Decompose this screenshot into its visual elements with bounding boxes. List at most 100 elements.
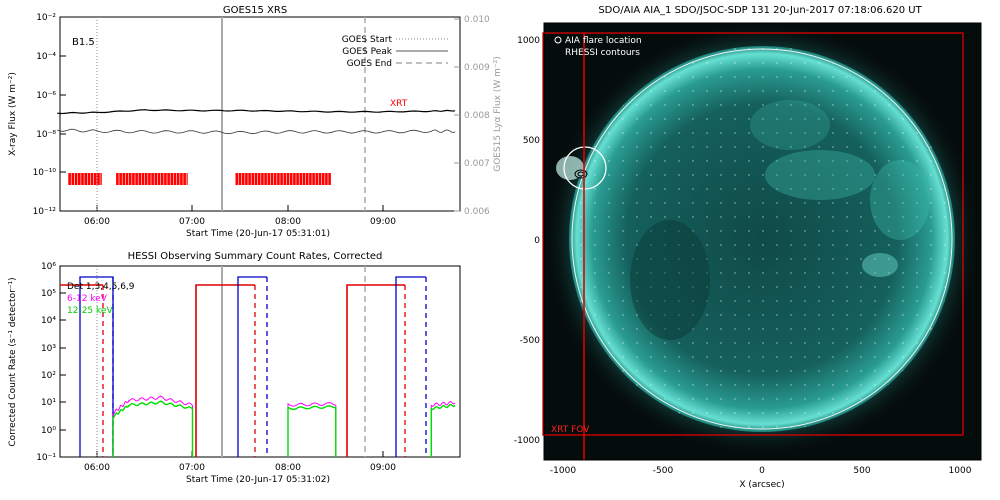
aia-y-axis: 1000 500 0 -500 -1000 — [514, 36, 540, 446]
goes-x-axis: 06:00 07:00 08:00 09:00 Start Time (20-J… — [84, 205, 396, 239]
hessi-ytick: 10⁵ — [41, 289, 56, 299]
xrt-coverage-bar — [315, 173, 319, 185]
goes-right-axis: 0.010 0.009 0.008 0.007 0.006 GOES15 Lyα… — [454, 15, 503, 217]
xrt-coverage-bar — [100, 173, 102, 185]
xrt-coverage-bar — [84, 173, 87, 185]
goes-xtick: 09:00 — [370, 217, 396, 227]
xrt-coverage-bar — [328, 173, 331, 185]
hessi-panel: HESSI Observing Summary Count Rates, Cor… — [8, 251, 461, 485]
hessi-ytick: 10¹ — [41, 398, 56, 408]
hessi-xtick: 06:00 — [84, 463, 110, 473]
xrt-coverage-bar — [261, 173, 264, 185]
xrt-coverage-bar — [280, 173, 283, 185]
hessi-xtick: 09:00 — [370, 463, 396, 473]
aia-flare-location-circle — [563, 146, 607, 190]
xrt-coverage-bar — [176, 173, 180, 185]
xrt-coverage-bar — [119, 173, 122, 185]
aia-disk-details — [569, 46, 955, 432]
aia-frame — [543, 22, 982, 461]
hessi-title: HESSI Observing Summary Count Rates, Cor… — [128, 251, 383, 262]
goes-left-axis: 10⁻² 10⁻⁴ 10⁻⁶ 10⁻⁸ 10⁻¹⁰ 10⁻¹² X-ray Fl… — [8, 13, 66, 217]
goes-legend-end: GOES End — [347, 59, 392, 69]
hessi-xtick: 07:00 — [179, 463, 205, 473]
hessi-legend-6-12: 6-12 keV — [67, 294, 108, 304]
xrt-coverage-bar — [325, 173, 328, 185]
goes-legend-start: GOES Start — [342, 35, 393, 45]
xrt-coverage-bar — [157, 173, 161, 185]
xrt-coverage-bar — [154, 173, 158, 185]
goes-class-label: B1.5 — [72, 37, 95, 48]
goes-xtick: 06:00 — [84, 217, 110, 227]
goes-title: GOES15 XRS — [223, 5, 287, 16]
goes-xtick: 08:00 — [275, 217, 301, 227]
goes-xrt-coverage — [68, 173, 331, 185]
hessi-window-blue — [395, 276, 426, 457]
hessi-legend-12-25: 12-25 keV — [67, 306, 113, 316]
xrt-coverage-bar — [125, 173, 129, 185]
xrt-fov-label: XRT FOV — [551, 425, 590, 435]
hessi-orbit-windows — [60, 276, 427, 457]
aia-xtick: 500 — [853, 466, 870, 476]
hessi-xlabel: Start Time (20-Jun-17 05:31:02) — [186, 475, 330, 485]
xrt-coverage-bar — [135, 173, 138, 185]
hessi-ytick: 10⁻¹ — [36, 453, 56, 463]
xrt-coverage-bar — [270, 173, 274, 185]
xrt-coverage-bar — [257, 173, 261, 185]
hessi-ylabel: Corrected Count Rate (s⁻¹ detector⁻¹) — [8, 277, 18, 446]
xrt-coverage-bar — [128, 173, 132, 185]
aia-title: SDO/AIA AIA_1 SDO/JSOC-SDP 131 20-Jun-20… — [598, 5, 922, 16]
hessi-x-axis: 06:00 07:00 08:00 09:00 Start Time (20-J… — [84, 451, 396, 485]
xrt-coverage-bar — [122, 173, 126, 185]
xrt-coverage-bar — [273, 173, 277, 185]
xrt-coverage-bar — [132, 173, 135, 185]
xrt-coverage-bar — [254, 173, 258, 185]
hessi-ytick: 10⁴ — [41, 316, 56, 326]
hessi-ytick: 10³ — [41, 344, 56, 354]
goes-ytick: 10⁻¹⁰ — [33, 168, 57, 178]
goes-ylabel-right: GOES15 Lyα Flux (W m⁻²) — [493, 56, 503, 172]
hessi-ytick: 10² — [41, 371, 56, 381]
xrt-coverage-bar — [286, 173, 290, 185]
goes-legend-peak: GOES Peak — [342, 47, 392, 57]
goes-ytick: 10⁻⁸ — [36, 130, 56, 140]
goes-panel: GOES15 XRS B1.5 10⁻² 10⁻⁴ 10⁻⁶ 10⁻⁸ 10⁻¹… — [8, 5, 503, 239]
xrt-coverage-bar — [245, 173, 248, 185]
aia-xtick: -1000 — [550, 466, 576, 476]
hessi-frame — [59, 265, 461, 458]
aia-ytick: -500 — [520, 336, 541, 346]
aia-ytick: -1000 — [514, 436, 540, 446]
xrt-coverage-bar — [305, 173, 309, 185]
goes-ytick-right: 0.007 — [464, 159, 490, 169]
xrt-coverage-bar — [90, 173, 94, 185]
xrt-fov-box — [542, 32, 964, 436]
xrt-coverage-bar — [170, 173, 174, 185]
xrt-coverage-bar — [277, 173, 280, 185]
xrt-coverage-bar — [173, 173, 177, 185]
xrt-coverage-bar — [180, 173, 183, 185]
goes-ytick-right: 0.009 — [464, 63, 490, 73]
xrt-coverage-bar — [74, 173, 78, 185]
goes-ytick: 10⁻⁴ — [36, 52, 56, 62]
xrt-coverage-bar — [186, 173, 188, 185]
goes-legend: GOES Start GOES Peak GOES End — [342, 35, 448, 69]
aia-legend-rhessi: RHESSI contours — [565, 48, 640, 58]
hessi-legend-det: Det 1,3,4,5,6,9 — [67, 282, 135, 292]
xrt-coverage-bar — [167, 173, 170, 185]
xrt-coverage-bar — [68, 173, 71, 185]
xrt-coverage-bar — [289, 173, 293, 185]
goes-ytick: 10⁻² — [36, 13, 56, 23]
xrt-coverage-bar — [71, 173, 75, 185]
aia-legend-flare: AIA flare location — [565, 36, 642, 46]
xrt-coverage-bar — [81, 173, 84, 185]
goes-ytick: 10⁻¹² — [33, 207, 57, 217]
aia-xtick: -500 — [653, 466, 674, 476]
xrt-coverage-bar — [151, 173, 154, 185]
xrt-coverage-bar — [235, 173, 239, 185]
xrt-coverage-bar — [264, 173, 267, 185]
aia-x-axis: -1000 -500 0 500 1000 X (arcsec) — [550, 466, 972, 490]
xrt-coverage-bar — [141, 173, 145, 185]
xrt-coverage-bar — [251, 173, 255, 185]
xrt-coverage-bar — [302, 173, 306, 185]
goes-long-channel-line — [57, 109, 456, 115]
